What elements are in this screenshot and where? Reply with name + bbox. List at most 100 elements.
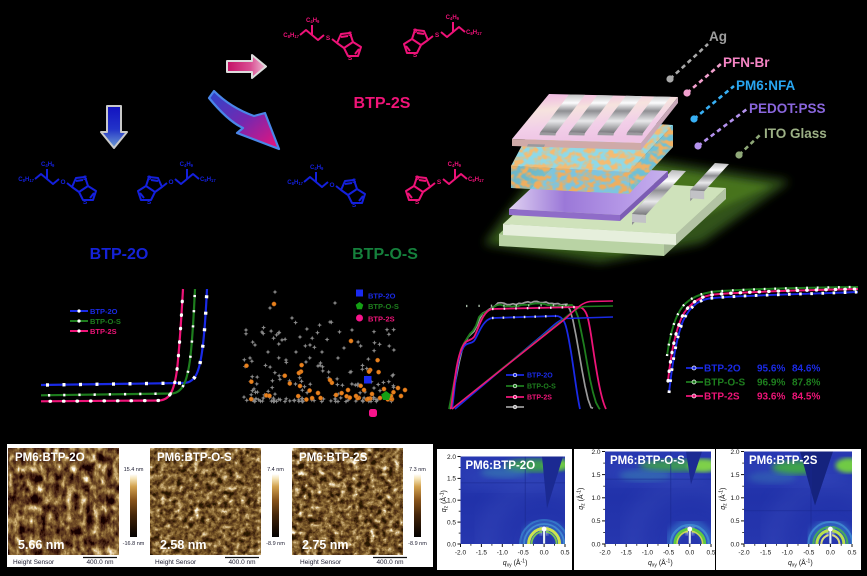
svg-text:-1.0: -1.0 xyxy=(642,550,654,557)
svg-text:-0.5: -0.5 xyxy=(663,550,675,557)
svg-text:C4H9: C4H9 xyxy=(446,15,460,21)
svg-text:87.8%: 87.8% xyxy=(792,378,820,389)
svg-text:C8H17: C8H17 xyxy=(200,177,216,183)
svg-text:S: S xyxy=(147,175,152,182)
svg-text:Height Sensor: Height Sensor xyxy=(13,559,55,566)
svg-text:S: S xyxy=(415,199,420,206)
svg-text:BTP-2O: BTP-2O xyxy=(527,373,553,380)
svg-text:qxy (Å-1): qxy (Å-1) xyxy=(503,558,528,569)
svg-text:2.58 nm: 2.58 nm xyxy=(160,538,207,552)
svg-text:-8.9 nm: -8.9 nm xyxy=(266,541,285,547)
svg-text:0.5: 0.5 xyxy=(730,518,739,525)
svg-text:BTP-2S: BTP-2S xyxy=(527,395,552,402)
svg-text:S: S xyxy=(413,28,418,35)
svg-text:2.75 nm: 2.75 nm xyxy=(302,538,349,552)
svg-text:S: S xyxy=(435,32,440,39)
svg-text:ITO Glass: ITO Glass xyxy=(764,126,827,141)
svg-text:1.0: 1.0 xyxy=(591,495,600,502)
svg-text:PEDOT:PSS: PEDOT:PSS xyxy=(749,101,826,116)
svg-text:0.5: 0.5 xyxy=(706,550,715,557)
svg-text:O: O xyxy=(60,179,65,186)
svg-text:C4H9: C4H9 xyxy=(310,165,324,171)
svg-text:C8H17: C8H17 xyxy=(283,33,299,39)
svg-text:S: S xyxy=(147,199,152,206)
svg-text:1.5: 1.5 xyxy=(447,476,456,483)
svg-text:S: S xyxy=(348,55,353,62)
svg-text:PM6:BTP-2S: PM6:BTP-2S xyxy=(749,455,818,467)
svg-text:-8.9 nm: -8.9 nm xyxy=(408,541,427,547)
svg-text:-1.5: -1.5 xyxy=(476,550,488,557)
svg-text:0.0: 0.0 xyxy=(540,550,549,557)
svg-text:1.0: 1.0 xyxy=(447,498,456,505)
svg-text:S: S xyxy=(437,179,442,186)
svg-text:C8H17: C8H17 xyxy=(287,180,303,186)
svg-text:-0.5: -0.5 xyxy=(803,550,815,557)
svg-text:93.6%: 93.6% xyxy=(757,392,785,403)
svg-text:O: O xyxy=(329,182,334,189)
svg-text:BTP-O-S: BTP-O-S xyxy=(527,384,556,391)
svg-text:-1.5: -1.5 xyxy=(621,550,633,557)
svg-text:0.5: 0.5 xyxy=(591,518,600,525)
svg-text:Ag: Ag xyxy=(709,29,727,44)
svg-text:PM6:BTP-2O: PM6:BTP-2O xyxy=(466,460,536,472)
svg-text:0.5: 0.5 xyxy=(847,550,856,557)
svg-text:S: S xyxy=(83,175,88,182)
svg-text:-2.0: -2.0 xyxy=(455,550,467,557)
svg-text:400.0 nm: 400.0 nm xyxy=(376,559,403,566)
svg-text:C8H17: C8H17 xyxy=(18,177,34,183)
svg-text:PM6:BTP-2S: PM6:BTP-2S xyxy=(299,452,368,464)
svg-text:S: S xyxy=(352,202,357,209)
svg-text:BTP-O-S: BTP-O-S xyxy=(704,378,745,389)
svg-text:C4H9: C4H9 xyxy=(180,162,194,168)
svg-text:84.6%: 84.6% xyxy=(792,364,820,375)
svg-text:400.0 nm: 400.0 nm xyxy=(228,559,255,566)
svg-text:0.0: 0.0 xyxy=(447,541,456,548)
svg-text:O: O xyxy=(168,179,173,186)
svg-text:BTP-O-S: BTP-O-S xyxy=(90,317,121,326)
svg-text:S: S xyxy=(415,175,420,182)
svg-text:96.9%: 96.9% xyxy=(757,378,785,389)
svg-text:PM6:BTP-O-S: PM6:BTP-O-S xyxy=(610,455,685,467)
svg-text:0.5: 0.5 xyxy=(560,550,569,557)
svg-text:0.0: 0.0 xyxy=(826,550,835,557)
svg-text:BTP-2S: BTP-2S xyxy=(368,315,395,324)
svg-text:-2.0: -2.0 xyxy=(738,550,750,557)
svg-text:2.0: 2.0 xyxy=(591,449,600,456)
svg-text:qz (Å-1): qz (Å-1) xyxy=(576,488,587,510)
svg-text:S: S xyxy=(326,35,331,42)
svg-text:PM6:NFA: PM6:NFA xyxy=(736,78,796,93)
svg-text:84.5%: 84.5% xyxy=(792,392,820,403)
svg-text:2.0: 2.0 xyxy=(447,454,456,461)
svg-text:BTP-2S: BTP-2S xyxy=(90,327,117,336)
svg-text:-0.5: -0.5 xyxy=(518,550,530,557)
svg-text:C8H17: C8H17 xyxy=(466,30,482,36)
svg-text:BTP-2S: BTP-2S xyxy=(704,392,740,403)
svg-text:-1.5: -1.5 xyxy=(760,550,772,557)
svg-text:qxy (Å-1): qxy (Å-1) xyxy=(648,558,673,569)
svg-text:BTP-2O: BTP-2O xyxy=(368,292,396,301)
svg-text:Height Sensor: Height Sensor xyxy=(155,559,197,566)
svg-text:PFN-Br: PFN-Br xyxy=(723,55,770,70)
svg-text:qz (Å-1): qz (Å-1) xyxy=(718,488,729,510)
svg-text:C8H17: C8H17 xyxy=(468,177,484,183)
svg-text:qz (Å-1): qz (Å-1) xyxy=(439,490,450,512)
svg-text:qxy (Å-1): qxy (Å-1) xyxy=(788,558,813,569)
svg-text:BTP-2S: BTP-2S xyxy=(354,95,411,112)
svg-text:BTP-2O: BTP-2O xyxy=(704,364,741,375)
svg-text:PM6:BTP-O-S: PM6:BTP-O-S xyxy=(157,452,232,464)
svg-text:-2.0: -2.0 xyxy=(599,550,611,557)
svg-text:Height Sensor: Height Sensor xyxy=(300,559,342,566)
svg-text:S: S xyxy=(348,31,353,38)
svg-text:7.4 nm: 7.4 nm xyxy=(267,467,284,473)
svg-text:1.5: 1.5 xyxy=(730,472,739,479)
svg-text:0.0: 0.0 xyxy=(591,541,600,548)
svg-text:1.0: 1.0 xyxy=(730,495,739,502)
svg-text:2.0: 2.0 xyxy=(730,449,739,456)
svg-text:15.4 nm: 15.4 nm xyxy=(124,467,144,473)
svg-text:0.5: 0.5 xyxy=(447,519,456,526)
svg-text:S: S xyxy=(83,199,88,206)
svg-text:5.66 nm: 5.66 nm xyxy=(18,538,65,552)
svg-text:400.0 nm: 400.0 nm xyxy=(86,559,113,566)
svg-text:0.0: 0.0 xyxy=(685,550,694,557)
svg-text:1.5: 1.5 xyxy=(591,472,600,479)
